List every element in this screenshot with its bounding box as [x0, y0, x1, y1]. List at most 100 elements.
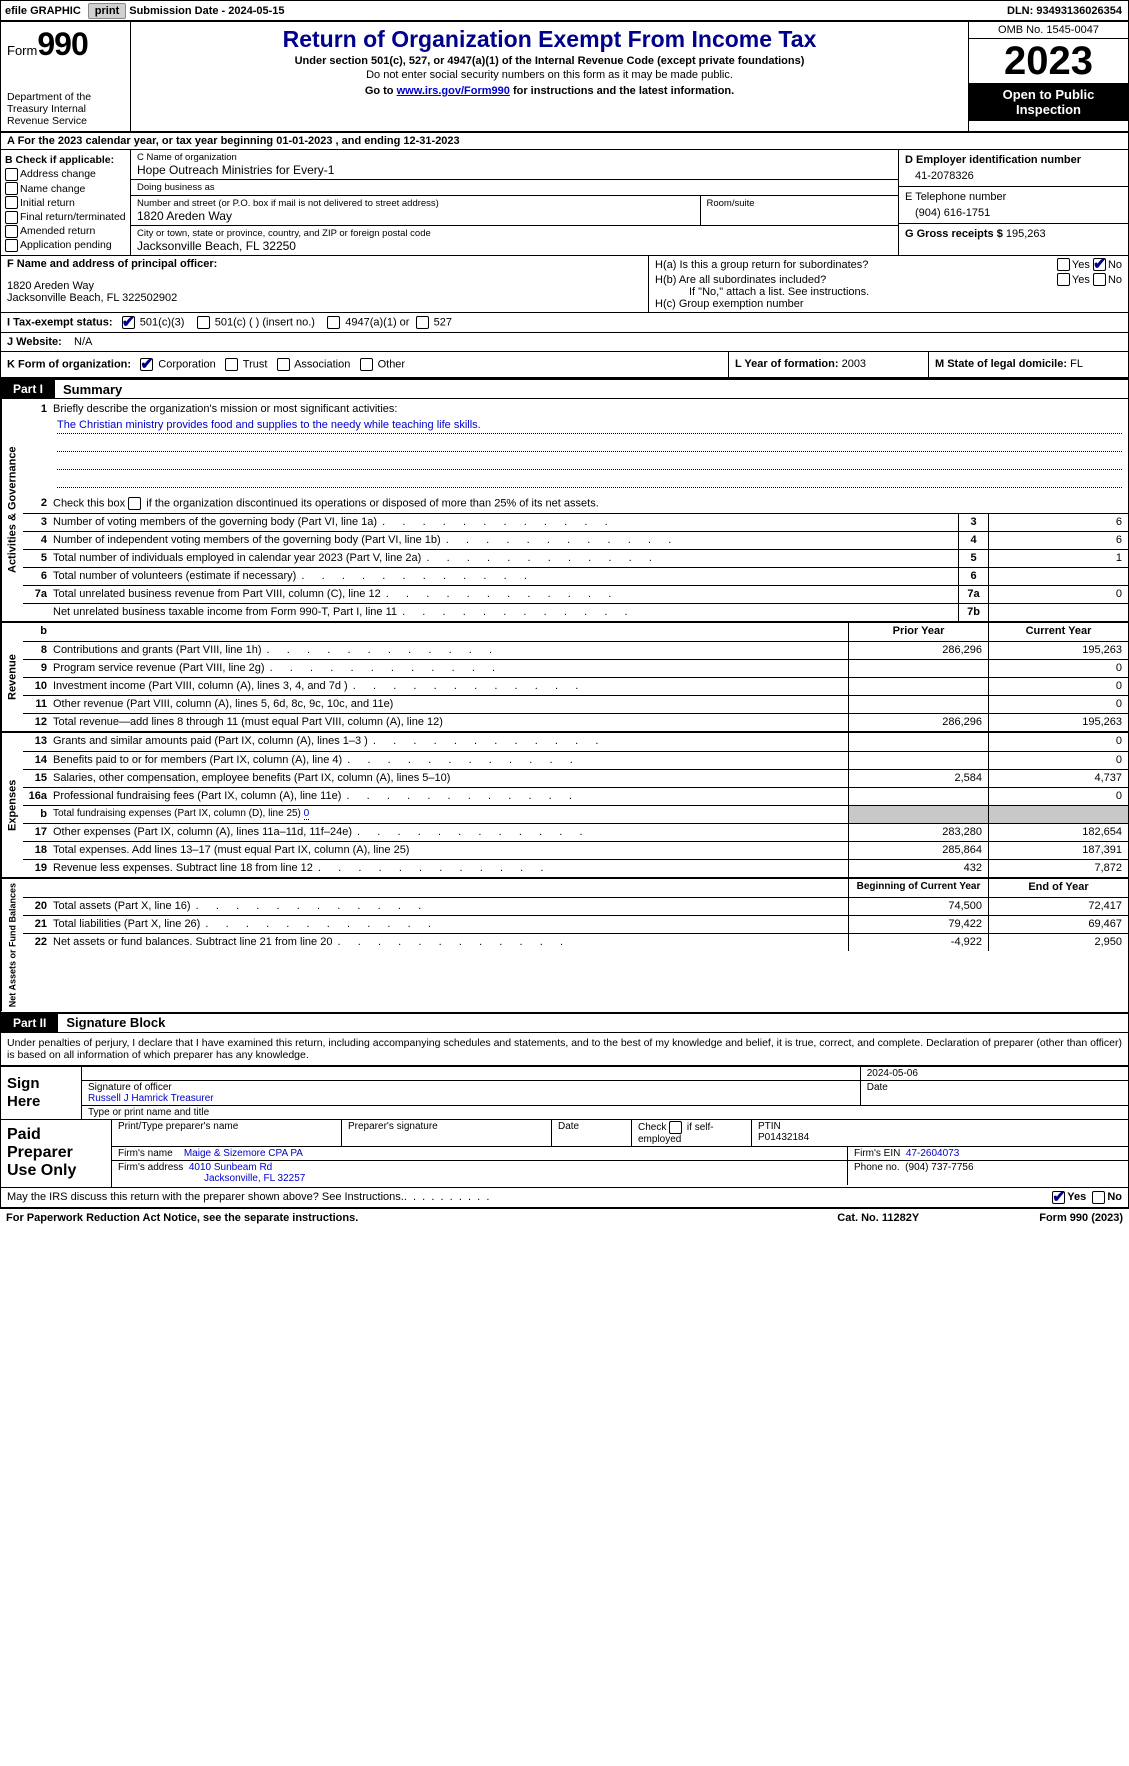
- col-f: F Name and address of principal officer:…: [1, 256, 648, 312]
- q20: Total assets (Part X, line 16): [53, 900, 191, 912]
- hdr-begin-year: Beginning of Current Year: [848, 879, 988, 897]
- sig-declaration: Under penalties of perjury, I declare th…: [0, 1033, 1129, 1065]
- header-sub2: Do not enter social security numbers on …: [137, 69, 962, 81]
- v16b: 0: [304, 808, 310, 820]
- lineA-pre: A For the 2023 calendar year, or tax yea…: [7, 135, 276, 147]
- goto-link[interactable]: www.irs.gov/Form990: [397, 85, 510, 97]
- header-sub1: Under section 501(c), 527, or 4947(a)(1)…: [137, 55, 962, 67]
- chk-application-pending[interactable]: [5, 239, 18, 252]
- mission-text: The Christian ministry provides food and…: [57, 419, 1122, 434]
- i-o4: 527: [434, 317, 452, 329]
- sig-date-lbl: Date: [861, 1081, 1128, 1105]
- hdr-prior-year: Prior Year: [848, 623, 988, 641]
- chk-assoc[interactable]: [277, 358, 290, 371]
- chk-501c[interactable]: [197, 316, 210, 329]
- chk-discuss-no[interactable]: [1092, 1191, 1105, 1204]
- year-formation: 2003: [842, 358, 866, 370]
- q5: Total number of individuals employed in …: [53, 552, 421, 564]
- i-o2: 501(c) ( ) (insert no.): [215, 317, 315, 329]
- paperwork-notice: For Paperwork Reduction Act Notice, see …: [6, 1212, 358, 1224]
- chk-amended-return[interactable]: [5, 225, 18, 238]
- v7a: 0: [988, 586, 1128, 603]
- col-h: H(a) Is this a group return for subordin…: [648, 256, 1128, 312]
- firm-name: Maige & Sizemore CPA PA: [184, 1148, 303, 1159]
- chk-ha-no[interactable]: [1093, 258, 1106, 271]
- part2-title: Signature Block: [58, 1015, 165, 1030]
- discuss-no: No: [1107, 1191, 1122, 1203]
- footer-discuss: May the IRS discuss this return with the…: [0, 1188, 1129, 1208]
- h-b-text: H(b) Are all subordinates included?: [655, 274, 1057, 286]
- firm-addr2: Jacksonville, FL 32257: [118, 1173, 841, 1184]
- q10: Investment income (Part VIII, column (A)…: [53, 680, 348, 692]
- section-act-gov: Activities & Governance 1 Briefly descri…: [0, 399, 1129, 623]
- chk-discontinued[interactable]: [128, 497, 141, 510]
- ein: 41-2078326: [905, 166, 1122, 182]
- g-lbl: G Gross receipts $: [905, 228, 1003, 240]
- firm-ein-lbl: Firm's EIN: [854, 1148, 900, 1159]
- c16a: 0: [988, 788, 1128, 805]
- dept-treasury: Department of the Treasury Internal Reve…: [7, 91, 124, 127]
- p13: [848, 733, 988, 751]
- chk-ha-yes[interactable]: [1057, 258, 1070, 271]
- p14: [848, 752, 988, 769]
- form-word: Form: [7, 43, 37, 58]
- print-button[interactable]: print: [88, 3, 126, 19]
- officer-name: Russell J Hamrick Treasurer: [88, 1093, 854, 1104]
- header-left: Form990 Department of the Treasury Inter…: [1, 22, 131, 131]
- vlabel-act-gov: Activities & Governance: [1, 399, 23, 621]
- b21: 79,422: [848, 916, 988, 933]
- shade1: [848, 806, 988, 823]
- block-bcdeg: B Check if applicable: Address change Na…: [0, 150, 1129, 255]
- prep-c4-pre: Check: [638, 1122, 666, 1133]
- gross-receipts: 195,263: [1006, 228, 1046, 240]
- q1: Briefly describe the organization's miss…: [51, 401, 1128, 417]
- chk-corp[interactable]: [140, 358, 153, 371]
- chk-hb-no[interactable]: [1093, 273, 1106, 286]
- q8: Contributions and grants (Part VIII, lin…: [53, 644, 262, 656]
- chk-4947[interactable]: [327, 316, 340, 329]
- i-lbl: I Tax-exempt status:: [7, 317, 113, 329]
- q21: Total liabilities (Part X, line 26): [53, 918, 200, 930]
- org-addr: 1820 Areden Way: [137, 209, 694, 223]
- c12: 195,263: [988, 714, 1128, 731]
- type-name-lbl: Type or print name and title: [82, 1106, 1128, 1119]
- q9: Program service revenue (Part VIII, line…: [53, 662, 265, 674]
- c-name-lbl: C Name of organization: [137, 152, 892, 163]
- lineA-begin: 01-01-2023: [276, 135, 332, 147]
- chk-final-return[interactable]: [5, 211, 18, 224]
- q15: Salaries, other compensation, employee b…: [53, 772, 450, 784]
- col-l: L Year of formation: 2003: [728, 352, 928, 377]
- org-name: Hope Outreach Ministries for Every-1: [137, 163, 892, 177]
- chk-initial-return[interactable]: [5, 196, 18, 209]
- chk-other[interactable]: [360, 358, 373, 371]
- firm-addr1: 4010 Sunbeam Rd: [189, 1162, 272, 1173]
- p11: [848, 696, 988, 713]
- firm-addr-lbl: Firm's address: [118, 1162, 183, 1173]
- prep-c3: Date: [552, 1120, 632, 1146]
- c14: 0: [988, 752, 1128, 769]
- c8: 195,263: [988, 642, 1128, 659]
- h-c-text: H(c) Group exemption number: [655, 298, 1122, 310]
- firm-ein: 47-2604073: [906, 1148, 959, 1159]
- submission-date: Submission Date - 2024-05-15: [129, 5, 284, 17]
- lineA-mid: , and ending: [336, 135, 404, 147]
- omb-number: OMB No. 1545-0047: [969, 22, 1128, 39]
- chk-trust[interactable]: [225, 358, 238, 371]
- prep-phone-lbl: Phone no.: [854, 1162, 900, 1173]
- hb-yes: Yes: [1072, 274, 1090, 286]
- p12: 286,296: [848, 714, 988, 731]
- chk-527[interactable]: [416, 316, 429, 329]
- paid-preparer-label: Paid Preparer Use Only: [1, 1120, 111, 1187]
- chk-address-change[interactable]: [5, 168, 18, 181]
- chk-discuss-yes[interactable]: [1052, 1191, 1065, 1204]
- p10: [848, 678, 988, 695]
- chk-self-employed[interactable]: [669, 1121, 682, 1134]
- chk-name-change[interactable]: [5, 182, 18, 195]
- chk-hb-yes[interactable]: [1057, 273, 1070, 286]
- k-o1: Corporation: [158, 359, 215, 371]
- j-lbl: J Website:: [7, 336, 62, 348]
- q7a: Total unrelated business revenue from Pa…: [53, 588, 381, 600]
- q16a: Professional fundraising fees (Part IX, …: [53, 790, 341, 802]
- e22: 2,950: [988, 934, 1128, 951]
- chk-501c3[interactable]: [122, 316, 135, 329]
